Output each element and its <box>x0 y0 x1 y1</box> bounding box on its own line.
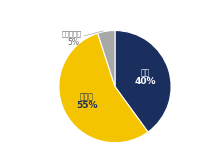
Text: 55%: 55% <box>76 101 97 110</box>
Text: わからない: わからない <box>62 30 82 37</box>
Text: いない: いない <box>80 93 93 102</box>
Text: 40%: 40% <box>135 77 156 86</box>
Wedge shape <box>98 31 115 87</box>
Text: 5%: 5% <box>67 38 79 47</box>
Wedge shape <box>59 33 148 143</box>
Wedge shape <box>115 31 171 132</box>
Text: いた: いた <box>141 68 150 77</box>
